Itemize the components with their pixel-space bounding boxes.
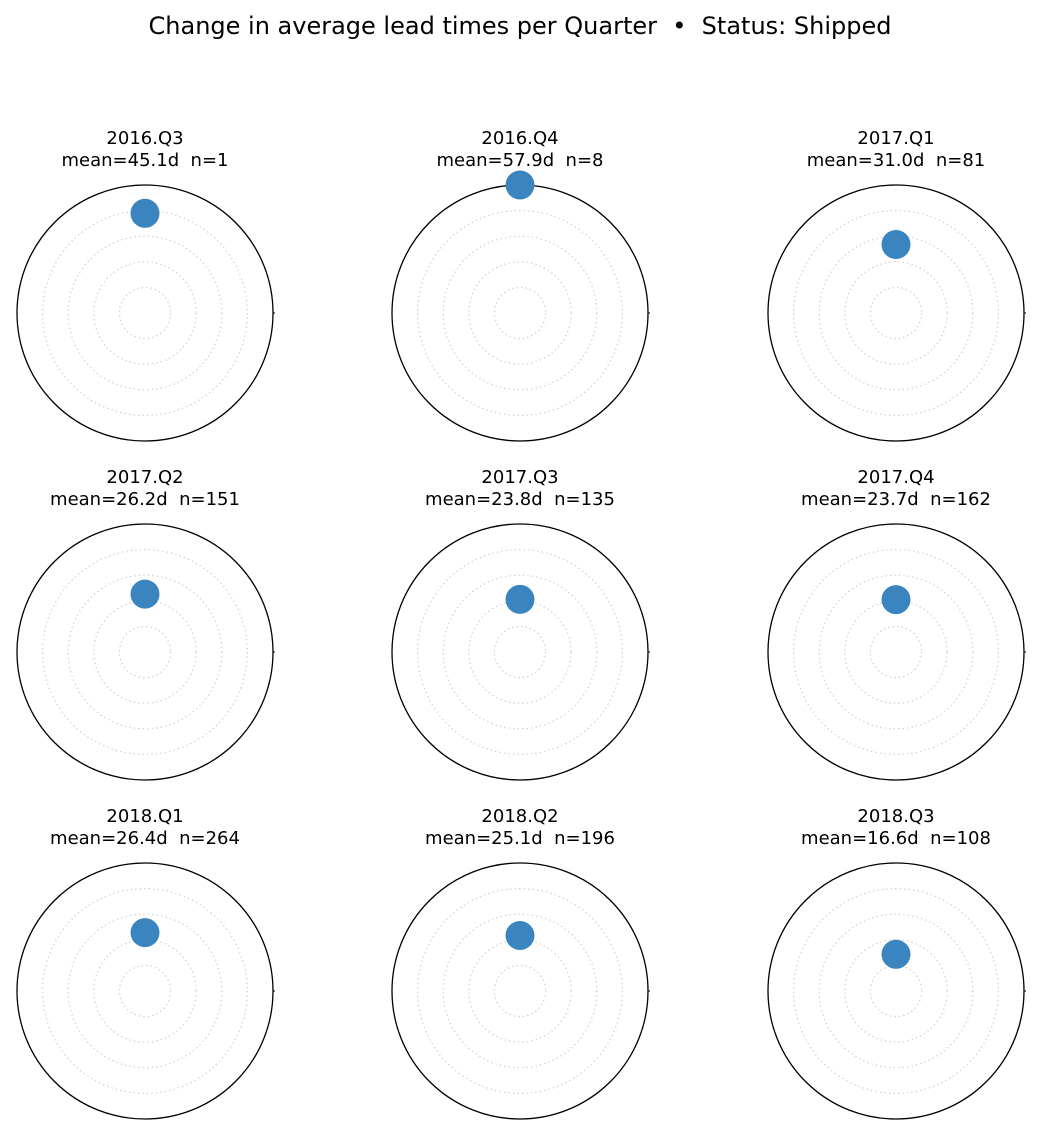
grid-ring bbox=[493, 625, 547, 679]
grid-ring bbox=[67, 913, 223, 1069]
grid-ring bbox=[468, 939, 572, 1043]
grid-ring bbox=[118, 286, 172, 340]
grid-ring bbox=[468, 600, 572, 704]
mean-point bbox=[881, 585, 911, 615]
mean-point bbox=[881, 939, 911, 969]
grid-ring bbox=[67, 235, 223, 391]
grid-ring bbox=[41, 209, 249, 417]
panel-stats-label: mean=45.1d n=1 bbox=[61, 150, 229, 171]
grid-ring bbox=[416, 887, 624, 1095]
grid-ring bbox=[869, 964, 923, 1018]
panel-title: 2017.Q2 mean=26.2d n=151 bbox=[5, 467, 285, 511]
polar-frame bbox=[767, 184, 1025, 442]
polar-frame bbox=[391, 184, 649, 442]
polar-plot bbox=[767, 862, 1026, 1120]
panel-title: 2017.Q1 mean=31.0d n=81 bbox=[756, 128, 1036, 172]
panel-stats-label: mean=26.2d n=151 bbox=[50, 489, 240, 510]
grid-ring bbox=[792, 548, 1000, 756]
polar-panel: 2018.Q2 mean=25.1d n=196 bbox=[380, 806, 660, 1136]
grid-ring bbox=[844, 939, 948, 1043]
grid-ring bbox=[844, 600, 948, 704]
polar-panel: 2017.Q1 mean=31.0d n=81 bbox=[756, 128, 1036, 458]
polar-panel: 2018.Q3 mean=16.6d n=108 bbox=[756, 806, 1036, 1136]
mean-point bbox=[130, 918, 160, 948]
mean-point bbox=[881, 230, 911, 259]
grid-ring bbox=[818, 574, 974, 730]
panel-quarter-label: 2018.Q3 bbox=[857, 806, 935, 827]
polar-frame bbox=[767, 862, 1025, 1120]
polar-panel: 2017.Q2 mean=26.2d n=151 bbox=[5, 467, 285, 797]
panel-quarter-label: 2017.Q2 bbox=[106, 467, 184, 488]
grid-ring bbox=[67, 574, 223, 730]
panel-quarter-label: 2016.Q4 bbox=[481, 128, 559, 149]
panel-title: 2017.Q3 mean=23.8d n=135 bbox=[380, 467, 660, 511]
grid-ring bbox=[869, 286, 923, 340]
grid-ring bbox=[93, 600, 197, 704]
grid-ring bbox=[41, 548, 249, 756]
panel-quarter-label: 2018.Q1 bbox=[106, 806, 184, 827]
mean-point bbox=[130, 198, 160, 228]
panel-stats-label: mean=23.8d n=135 bbox=[425, 489, 615, 510]
grid-ring bbox=[818, 913, 974, 1069]
grid-ring bbox=[416, 548, 624, 756]
panel-stats-label: mean=31.0d n=81 bbox=[806, 150, 986, 171]
mean-point bbox=[505, 170, 535, 200]
panel-quarter-label: 2018.Q2 bbox=[481, 806, 559, 827]
panel-stats-label: mean=26.4d n=264 bbox=[50, 828, 240, 849]
grid-ring bbox=[118, 625, 172, 679]
chart-title: Change in average lead times per Quarter… bbox=[148, 12, 892, 40]
grid-ring bbox=[792, 209, 1000, 417]
polar-plot bbox=[16, 184, 275, 442]
grid-ring bbox=[41, 887, 249, 1095]
polar-frame bbox=[767, 523, 1025, 781]
panel-stats-label: mean=16.6d n=108 bbox=[801, 828, 991, 849]
polar-plot bbox=[16, 523, 275, 781]
polar-plot bbox=[16, 862, 275, 1120]
mean-point bbox=[130, 579, 160, 609]
grid-ring bbox=[468, 261, 572, 365]
polar-frame bbox=[391, 523, 649, 781]
panel-quarter-label: 2017.Q4 bbox=[857, 467, 935, 488]
grid-ring bbox=[93, 261, 197, 365]
mean-point bbox=[505, 584, 535, 614]
polar-plot bbox=[391, 170, 650, 442]
grid-ring bbox=[792, 887, 1000, 1095]
grid-ring bbox=[416, 209, 624, 417]
panel-quarter-label: 2017.Q3 bbox=[481, 467, 559, 488]
panel-quarter-label: 2017.Q1 bbox=[857, 128, 935, 149]
panel-stats-label: mean=23.7d n=162 bbox=[801, 489, 991, 510]
polar-plot bbox=[391, 862, 650, 1120]
polar-frame bbox=[391, 862, 649, 1120]
panel-quarter-label: 2016.Q3 bbox=[106, 128, 184, 149]
polar-plot bbox=[767, 523, 1026, 781]
grid-ring bbox=[493, 286, 547, 340]
mean-point bbox=[505, 921, 535, 950]
grid-ring bbox=[442, 574, 598, 730]
grid-ring bbox=[93, 939, 197, 1043]
panel-title: 2016.Q3 mean=45.1d n=1 bbox=[5, 128, 285, 172]
panel-title: 2018.Q1 mean=26.4d n=264 bbox=[5, 806, 285, 850]
polar-panel: 2016.Q4 mean=57.9d n=8 bbox=[380, 128, 660, 458]
panel-stats-label: mean=25.1d n=196 bbox=[425, 828, 615, 849]
panel-stats-label: mean=57.9d n=8 bbox=[436, 150, 604, 171]
polar-panel: 2017.Q3 mean=23.8d n=135 bbox=[380, 467, 660, 797]
grid-ring bbox=[442, 913, 598, 1069]
grid-ring bbox=[118, 964, 172, 1018]
polar-panel: 2016.Q3 mean=45.1d n=1 bbox=[5, 128, 285, 458]
polar-plot bbox=[391, 523, 650, 781]
panel-title: 2016.Q4 mean=57.9d n=8 bbox=[380, 128, 660, 172]
polar-frame bbox=[16, 862, 274, 1120]
panel-title: 2018.Q2 mean=25.1d n=196 bbox=[380, 806, 660, 850]
grid-ring bbox=[844, 261, 948, 365]
grid-ring bbox=[818, 235, 974, 391]
grid-ring bbox=[442, 235, 598, 391]
polar-plot bbox=[767, 184, 1026, 442]
grid-ring bbox=[869, 625, 923, 679]
grid-ring bbox=[493, 964, 547, 1018]
polar-frame bbox=[16, 523, 274, 781]
panel-title: 2017.Q4 mean=23.7d n=162 bbox=[756, 467, 1036, 511]
panel-title: 2018.Q3 mean=16.6d n=108 bbox=[756, 806, 1036, 850]
polar-panel: 2018.Q1 mean=26.4d n=264 bbox=[5, 806, 285, 1136]
polar-panel: 2017.Q4 mean=23.7d n=162 bbox=[756, 467, 1036, 797]
